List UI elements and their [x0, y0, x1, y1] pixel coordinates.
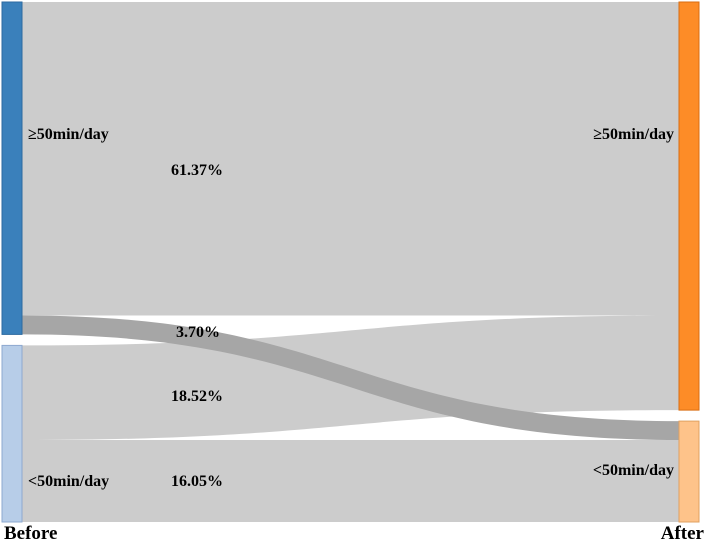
- node-label-before-low: <50min/day: [28, 473, 109, 490]
- node-after-low: [678, 420, 700, 523]
- node-label-before-high: ≥50min/day: [28, 126, 109, 143]
- nodes-layer: [1, 1, 700, 523]
- flow-label-16-05: 16.05%: [171, 473, 223, 490]
- node-label-after-high: ≥50min/day: [593, 126, 674, 143]
- axis-label-after: After: [661, 523, 705, 542]
- flow-before-low-to-after-low: [22, 440, 679, 522]
- flows-layer: [22, 2, 679, 522]
- node-after-high: [678, 1, 700, 411]
- flow-label-61-37: 61.37%: [171, 162, 223, 179]
- node-before-low: [1, 344, 23, 523]
- flow-label-18-52: 18.52%: [171, 388, 223, 405]
- flow-label-3-70: 3.70%: [176, 324, 220, 341]
- labels-layer: ≥50min/day <50min/day ≥50min/day <50min/…: [4, 126, 705, 542]
- node-before-high: [1, 1, 23, 335]
- axis-label-before: Before: [4, 523, 57, 542]
- node-label-after-low: <50min/day: [593, 462, 674, 479]
- flow-before-high-to-after-high: [22, 2, 679, 316]
- flow-before-high-to-after-low: [22, 315, 679, 441]
